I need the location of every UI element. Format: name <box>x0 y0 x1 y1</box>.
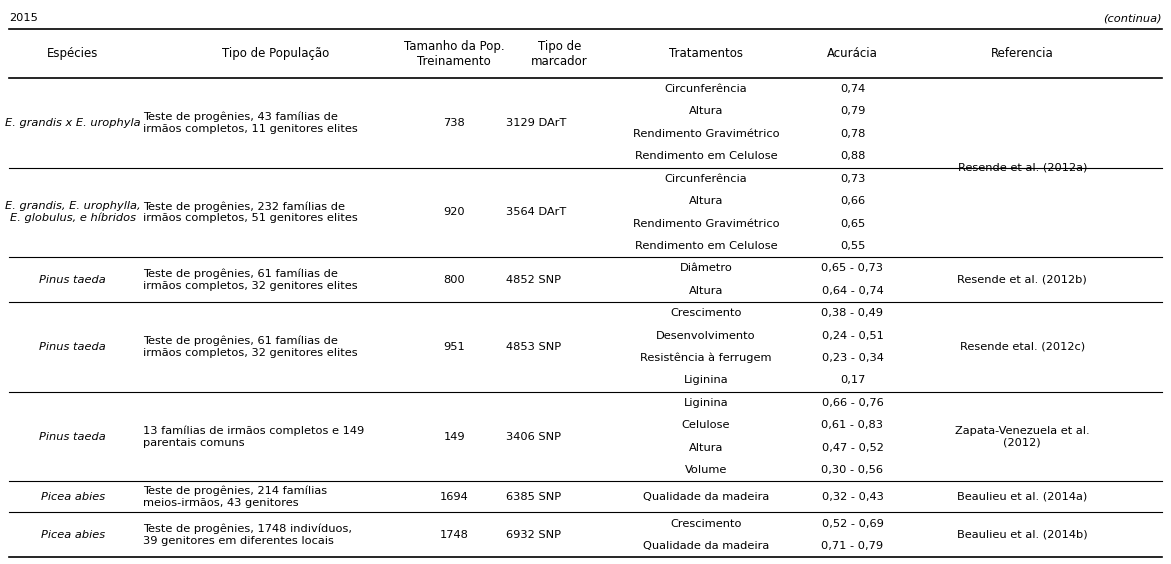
Text: 0,71 - 0,79: 0,71 - 0,79 <box>821 541 884 551</box>
Text: Tratamentos: Tratamentos <box>669 47 744 60</box>
Text: Resende et al. (2012b): Resende et al. (2012b) <box>958 275 1087 285</box>
Text: Beaulieu et al. (2014a): Beaulieu et al. (2014a) <box>957 492 1088 502</box>
Text: (continua): (continua) <box>1103 13 1162 23</box>
Text: Pinus taeda: Pinus taeda <box>39 342 107 352</box>
Text: 0,24 - 0,51: 0,24 - 0,51 <box>822 331 883 341</box>
Text: Crescimento: Crescimento <box>670 519 742 528</box>
Text: 0,17: 0,17 <box>840 376 865 385</box>
Text: Diâmetro: Diâmetro <box>679 263 733 274</box>
Text: 0,30 - 0,56: 0,30 - 0,56 <box>822 465 883 475</box>
Text: Resende etal. (2012c): Resende etal. (2012c) <box>960 342 1084 352</box>
Text: Rendimento Gravimétrico: Rendimento Gravimétrico <box>632 218 780 228</box>
Text: 2015: 2015 <box>9 13 39 23</box>
Text: 0,66: 0,66 <box>840 196 865 206</box>
Text: Picea abies: Picea abies <box>41 492 104 502</box>
Text: Resende et al. (2012a): Resende et al. (2012a) <box>958 162 1087 173</box>
Text: 6932 SNP: 6932 SNP <box>506 530 561 540</box>
Text: 0,88: 0,88 <box>840 151 865 161</box>
Text: Celulose: Celulose <box>682 420 731 430</box>
Text: Pinus taeda: Pinus taeda <box>39 431 107 442</box>
Text: Qualidade da madeira: Qualidade da madeira <box>643 541 769 551</box>
Text: 0,61 - 0,83: 0,61 - 0,83 <box>822 420 883 430</box>
Text: Rendimento em Celulose: Rendimento em Celulose <box>635 151 778 161</box>
Text: Liginina: Liginina <box>684 398 728 408</box>
Text: Teste de progênies, 43 famílias de
irmãos completos, 11 genitores elites: Teste de progênies, 43 famílias de irmão… <box>143 112 357 134</box>
Text: 0,66 - 0,76: 0,66 - 0,76 <box>822 398 883 408</box>
Text: 3564 DArT: 3564 DArT <box>506 208 566 217</box>
Text: 0,64 - 0,74: 0,64 - 0,74 <box>822 286 883 296</box>
Text: 0,52 - 0,69: 0,52 - 0,69 <box>822 519 883 528</box>
Text: 0,79: 0,79 <box>840 107 865 116</box>
Text: 149: 149 <box>444 431 465 442</box>
Text: Tipo de População: Tipo de População <box>221 47 329 60</box>
Text: 0,38 - 0,49: 0,38 - 0,49 <box>822 308 883 318</box>
Text: 0,32 - 0,43: 0,32 - 0,43 <box>822 492 883 502</box>
Text: E. grandis x E. urophyla: E. grandis x E. urophyla <box>5 118 141 127</box>
Text: Acurácia: Acurácia <box>827 47 878 60</box>
Text: Pinus taeda: Pinus taeda <box>39 275 107 285</box>
Text: 3129 DArT: 3129 DArT <box>506 118 567 127</box>
Text: 0,23 - 0,34: 0,23 - 0,34 <box>822 353 883 363</box>
Text: 0,65 - 0,73: 0,65 - 0,73 <box>822 263 883 274</box>
Text: Referencia: Referencia <box>991 47 1054 60</box>
Text: Picea abies: Picea abies <box>41 530 104 540</box>
Text: Desenvolvimento: Desenvolvimento <box>656 331 756 341</box>
Text: Teste de progênies, 61 famílias de
irmãos completos, 32 genitores elites: Teste de progênies, 61 famílias de irmão… <box>143 336 357 358</box>
Text: Rendimento Gravimétrico: Rendimento Gravimétrico <box>632 129 780 139</box>
Text: Espécies: Espécies <box>47 47 98 60</box>
Text: 6385 SNP: 6385 SNP <box>506 492 561 502</box>
Text: 738: 738 <box>444 118 465 127</box>
Text: 0,78: 0,78 <box>840 129 865 139</box>
Text: 3406 SNP: 3406 SNP <box>506 431 561 442</box>
Text: Volume: Volume <box>685 465 727 475</box>
Text: Zapata-Venezuela et al.
(2012): Zapata-Venezuela et al. (2012) <box>956 426 1089 447</box>
Text: Teste de progênies, 214 famílias
meios-irmãos, 43 genitores: Teste de progênies, 214 famílias meios-i… <box>143 486 327 508</box>
Text: 0,47 - 0,52: 0,47 - 0,52 <box>822 443 883 453</box>
Text: 4853 SNP: 4853 SNP <box>506 342 561 352</box>
Text: Resistência à ferrugem: Resistência à ferrugem <box>641 353 772 363</box>
Text: Teste de progênies, 232 famílias de
irmãos completos, 51 genitores elites: Teste de progênies, 232 famílias de irmã… <box>143 201 357 223</box>
Text: Altura: Altura <box>689 196 724 206</box>
Text: Circunferência: Circunferência <box>665 84 747 94</box>
Text: 951: 951 <box>444 342 465 352</box>
Text: Altura: Altura <box>689 107 724 116</box>
Text: 800: 800 <box>444 275 465 285</box>
Text: 920: 920 <box>444 208 465 217</box>
Text: Qualidade da madeira: Qualidade da madeira <box>643 492 769 502</box>
Text: Tipo de
marcador: Tipo de marcador <box>532 39 588 68</box>
Text: Circunferência: Circunferência <box>665 174 747 184</box>
Text: 0,65: 0,65 <box>840 218 865 228</box>
Text: Teste de progênies, 61 famílias de
irmãos completos, 32 genitores elites: Teste de progênies, 61 famílias de irmão… <box>143 268 357 290</box>
Text: 4852 SNP: 4852 SNP <box>506 275 561 285</box>
Text: Rendimento em Celulose: Rendimento em Celulose <box>635 241 778 251</box>
Text: Crescimento: Crescimento <box>670 308 742 318</box>
Text: 0,73: 0,73 <box>840 174 865 184</box>
Text: Teste de progênies, 1748 indivíduos,
39 genitores em diferentes locais: Teste de progênies, 1748 indivíduos, 39 … <box>143 524 351 546</box>
Text: Altura: Altura <box>689 443 724 453</box>
Text: Liginina: Liginina <box>684 376 728 385</box>
Text: 13 famílias de irmãos completos e 149
parentais comuns: 13 famílias de irmãos completos e 149 pa… <box>143 425 364 448</box>
Text: 1748: 1748 <box>440 530 468 540</box>
Text: Tamanho da Pop.
Treinamento: Tamanho da Pop. Treinamento <box>404 39 505 68</box>
Text: 0,55: 0,55 <box>840 241 865 251</box>
Text: E. grandis, E. urophylla,
E. globulus, e híbridos: E. grandis, E. urophylla, E. globulus, e… <box>5 201 141 223</box>
Text: 1694: 1694 <box>440 492 468 502</box>
Text: Beaulieu et al. (2014b): Beaulieu et al. (2014b) <box>957 530 1088 540</box>
Text: Altura: Altura <box>689 286 724 296</box>
Text: 0,74: 0,74 <box>840 84 865 94</box>
